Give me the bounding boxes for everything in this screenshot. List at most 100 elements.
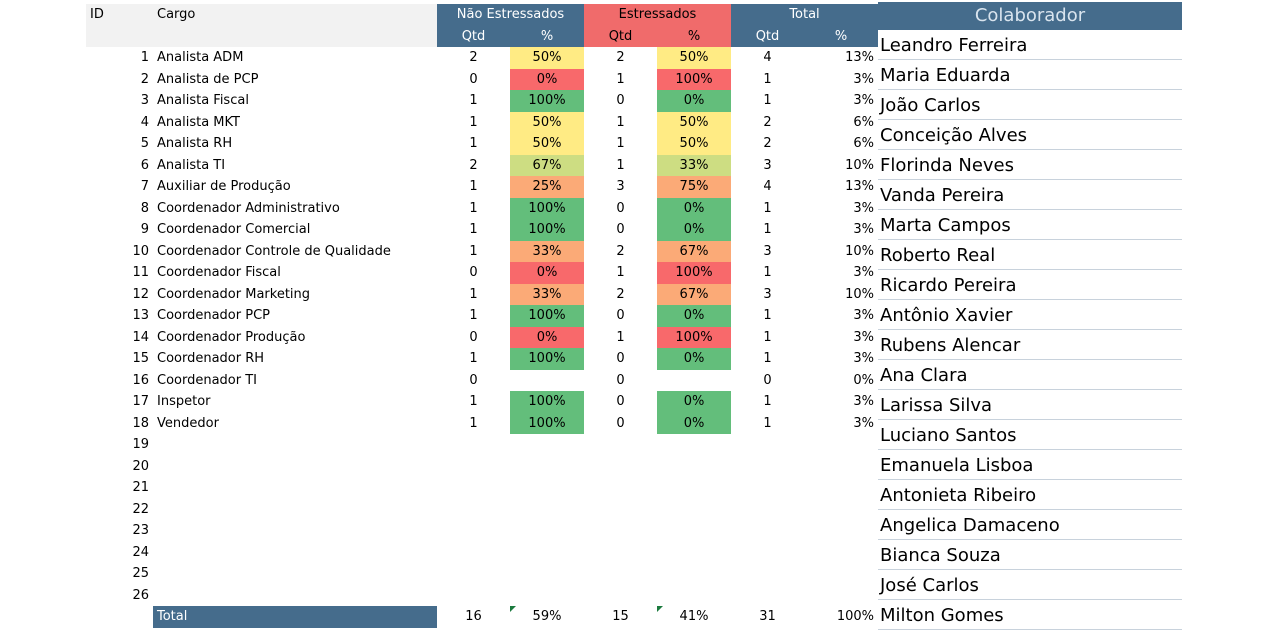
nao-pct-cell[interactable]: 100%: [510, 412, 584, 434]
cargo-cell[interactable]: Analista TI: [157, 157, 226, 173]
nao-qtd-cell[interactable]: [437, 520, 510, 542]
nao-pct-cell[interactable]: [510, 370, 584, 392]
tot-qtd-cell[interactable]: [731, 456, 804, 478]
id-cell[interactable]: 3: [140, 93, 149, 108]
nao-qtd-cell[interactable]: 0: [469, 372, 478, 388]
est-qtd-cell[interactable]: [584, 434, 657, 456]
est-pct-cell[interactable]: 0%: [657, 219, 731, 241]
est-pct-cell[interactable]: 67%: [657, 240, 731, 262]
est-pct-cell[interactable]: 67%: [657, 283, 731, 305]
nao-qtd-cell[interactable]: 1: [469, 222, 478, 237]
est-qtd-cell[interactable]: 0: [616, 222, 625, 237]
nao-qtd-cell[interactable]: 1: [469, 351, 478, 366]
totals-est-qtd[interactable]: 15: [612, 609, 629, 624]
totals-est-pct[interactable]: 41%: [657, 606, 731, 628]
nao-pct-cell[interactable]: 0%: [510, 262, 584, 284]
tot-pct-cell[interactable]: 13%: [845, 179, 874, 194]
est-pct-cell[interactable]: [657, 520, 731, 542]
tot-pct-cell[interactable]: 3%: [853, 71, 874, 87]
est-pct-cell[interactable]: [657, 585, 731, 607]
id-cell[interactable]: 21: [132, 480, 149, 495]
nao-qtd-cell[interactable]: 0: [469, 329, 478, 345]
tot-qtd-cell[interactable]: 2: [763, 136, 772, 151]
est-qtd-cell[interactable]: 2: [616, 243, 625, 259]
est-qtd-cell[interactable]: 2: [616, 286, 625, 302]
id-cell[interactable]: 13: [132, 308, 149, 323]
header-total[interactable]: Total: [731, 4, 878, 26]
id-cell[interactable]: 22: [132, 501, 149, 517]
nao-qtd-cell[interactable]: 1: [469, 136, 478, 151]
est-qtd-cell[interactable]: [584, 585, 657, 607]
cargo-cell[interactable]: [153, 456, 437, 478]
nao-qtd-cell[interactable]: 2: [469, 157, 478, 173]
tot-qtd-cell[interactable]: [731, 585, 804, 607]
id-cell[interactable]: 18: [132, 415, 149, 431]
nao-qtd-cell[interactable]: [437, 585, 510, 607]
est-qtd-cell[interactable]: [584, 499, 657, 521]
tot-qtd-cell[interactable]: [731, 520, 804, 542]
colaborador-item[interactable]: Maria Eduarda: [878, 60, 1182, 90]
header-nao-pct[interactable]: %: [510, 25, 584, 47]
header-cargo[interactable]: Cargo: [153, 4, 437, 47]
totals-nao-pct[interactable]: 59%: [510, 606, 584, 628]
colaborador-item[interactable]: Marta Campos: [878, 210, 1182, 240]
tot-qtd-cell[interactable]: 1: [763, 200, 772, 216]
est-qtd-cell[interactable]: [584, 563, 657, 585]
nao-qtd-cell[interactable]: 1: [469, 308, 478, 323]
est-qtd-cell[interactable]: 0: [616, 200, 625, 216]
id-cell[interactable]: 26: [132, 587, 149, 603]
nao-qtd-cell[interactable]: 1: [469, 415, 478, 431]
nao-qtd-cell[interactable]: 1: [469, 200, 478, 216]
id-cell[interactable]: 11: [132, 265, 149, 280]
nao-qtd-cell[interactable]: 1: [469, 114, 478, 130]
header-est-qtd[interactable]: Qtd: [584, 25, 657, 47]
colaborador-item[interactable]: Rubens Alencar: [878, 330, 1182, 360]
tot-qtd-cell[interactable]: 3: [763, 286, 772, 302]
cargo-cell[interactable]: Coordenador PCP: [157, 308, 270, 323]
nao-pct-cell[interactable]: 0%: [510, 68, 584, 90]
est-pct-cell[interactable]: 75%: [657, 176, 731, 198]
est-pct-cell[interactable]: 0%: [657, 90, 731, 112]
tot-qtd-cell[interactable]: 1: [763, 394, 772, 409]
nao-qtd-cell[interactable]: 0: [469, 265, 478, 280]
nao-pct-cell[interactable]: 33%: [510, 240, 584, 262]
tot-pct-cell[interactable]: 3%: [853, 93, 874, 108]
est-pct-cell[interactable]: 0%: [657, 412, 731, 434]
est-pct-cell[interactable]: 100%: [657, 68, 731, 90]
nao-qtd-cell[interactable]: 1: [469, 243, 478, 259]
nao-pct-cell[interactable]: 50%: [510, 47, 584, 69]
est-qtd-cell[interactable]: 3: [616, 179, 625, 194]
colaborador-item[interactable]: Luciano Santos: [878, 420, 1182, 450]
nao-pct-cell[interactable]: [510, 499, 584, 521]
nao-pct-cell[interactable]: [510, 434, 584, 456]
tot-pct-cell[interactable]: 3%: [853, 351, 874, 366]
colaborador-item[interactable]: Leandro Ferreira: [878, 30, 1182, 60]
est-pct-cell[interactable]: 33%: [657, 154, 731, 176]
est-qtd-cell[interactable]: 1: [616, 71, 625, 87]
est-qtd-cell[interactable]: 0: [616, 351, 625, 366]
tot-qtd-cell[interactable]: 1: [763, 265, 772, 280]
id-cell[interactable]: 7: [140, 179, 149, 194]
tot-pct-cell[interactable]: 3%: [853, 394, 874, 409]
est-qtd-cell[interactable]: 1: [616, 265, 625, 280]
tot-qtd-cell[interactable]: 1: [763, 222, 772, 237]
tot-pct-cell[interactable]: 0%: [853, 372, 874, 388]
est-pct-cell[interactable]: [657, 370, 731, 392]
colaborador-item[interactable]: Conceição Alves: [878, 120, 1182, 150]
nao-qtd-cell[interactable]: 1: [469, 179, 478, 194]
est-pct-cell[interactable]: 100%: [657, 262, 731, 284]
nao-qtd-cell[interactable]: 1: [469, 286, 478, 302]
tot-qtd-cell[interactable]: 2: [763, 114, 772, 130]
cargo-cell[interactable]: [153, 499, 437, 521]
cargo-cell[interactable]: Coordenador Produção: [157, 329, 306, 345]
totals-id-cell[interactable]: [86, 606, 153, 628]
cargo-cell[interactable]: Coordenador RH: [157, 351, 265, 366]
id-cell[interactable]: 19: [132, 437, 149, 452]
tot-pct-cell[interactable]: [804, 585, 878, 607]
nao-pct-cell[interactable]: 100%: [510, 305, 584, 327]
nao-pct-cell[interactable]: 50%: [510, 111, 584, 133]
id-cell[interactable]: 12: [132, 286, 149, 302]
est-qtd-cell[interactable]: 0: [616, 394, 625, 409]
cargo-cell[interactable]: [153, 520, 437, 542]
cargo-cell[interactable]: Analista de PCP: [157, 71, 259, 87]
